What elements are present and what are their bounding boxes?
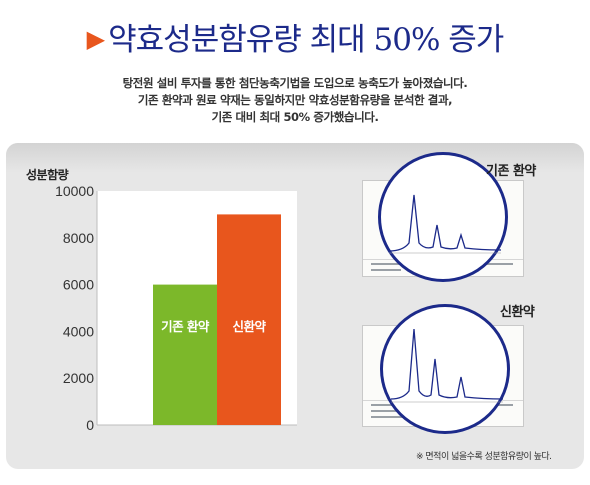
- y-axis-label: 성분함량: [26, 167, 69, 182]
- headline-text: 약효성분함유량 최대 50% 증가: [108, 22, 504, 58]
- y-tick-label: 0: [86, 417, 94, 433]
- headline: ▶ 약효성분함유량 최대 50% 증가: [0, 14, 590, 59]
- intro-line-3: 기존 대비 최대 50% 증가했습니다.: [211, 110, 379, 124]
- chromatogram-new-label: 신환약: [500, 305, 535, 320]
- y-tick-label: 2000: [63, 370, 94, 386]
- footnote: ※ 면적이 넓을수록 성분함유량이 높다.: [416, 452, 552, 462]
- chromatogram-existing-label: 기존 환약: [486, 164, 536, 179]
- chromatogram-new-trace: [390, 328, 504, 403]
- intro-line-2: 기존 환약과 원료 약재는 동일하지만 약효성분함유량을 분석한 결과,: [137, 93, 453, 107]
- bar-existing: [153, 284, 217, 425]
- intro-text: 탕전원 설비 투자를 통한 첨단농축기법을 도입으로 농축도가 높아졌습니다. …: [0, 75, 590, 126]
- y-tick-label: 8000: [63, 230, 94, 246]
- triangle-icon: ▶: [86, 25, 105, 53]
- y-tick-label: 6000: [63, 277, 94, 293]
- chromatogram-new-magnifier: [380, 304, 510, 434]
- bar-label: 신환약: [232, 319, 266, 334]
- chromatogram-existing-magnifier: [378, 152, 508, 282]
- y-tick-label: 10000: [55, 183, 94, 199]
- chromatogram-existing-trace: [388, 194, 502, 254]
- intro-line-1: 탕전원 설비 투자를 통한 첨단농축기법을 도입으로 농축도가 높아졌습니다.: [122, 76, 468, 90]
- y-tick-label: 4000: [63, 323, 94, 339]
- bar-new: [217, 214, 281, 425]
- bar-label: 기존 환약: [161, 319, 210, 334]
